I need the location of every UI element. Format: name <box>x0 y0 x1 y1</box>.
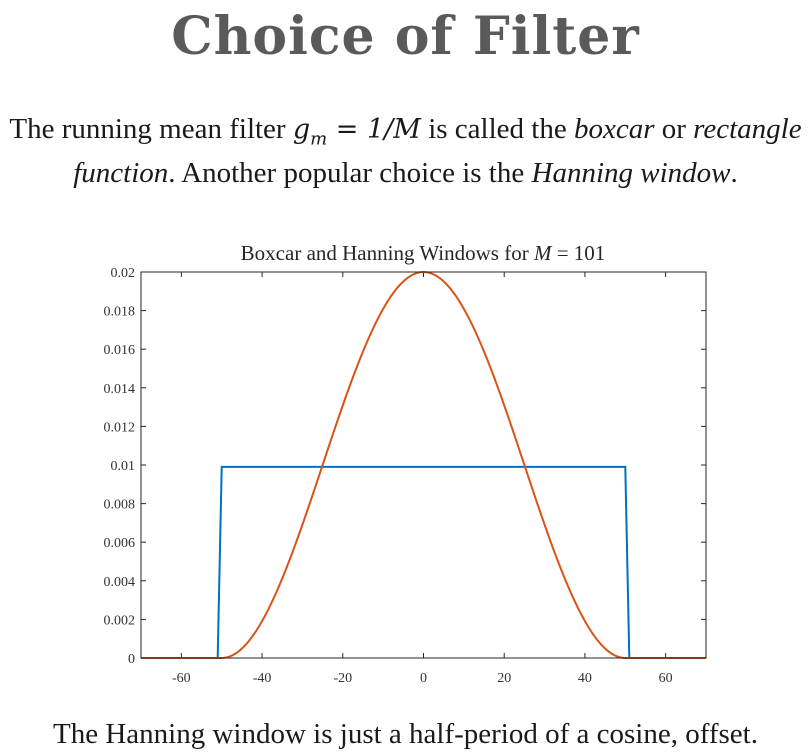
footer-text: The Hanning window is just a half-period… <box>53 718 758 750</box>
formula-rhs: = 1/M <box>327 114 421 145</box>
rectangle-function-term: rectangle function <box>73 113 802 190</box>
y-tick-label: 0.008 <box>104 498 136 513</box>
x-tick-label: -60 <box>172 671 191 686</box>
chart-title-prefix: Boxcar and Hanning Windows for <box>241 241 534 265</box>
chart-title: Boxcar and Hanning Windows for M = 101 <box>241 241 606 265</box>
intro-text-3: or <box>654 113 694 145</box>
x-tick-label: 0 <box>420 671 427 686</box>
hanning-series-line <box>141 270 706 659</box>
plot-frame <box>140 271 707 659</box>
x-tick-label: 20 <box>497 671 511 686</box>
y-tick-label: 0 <box>128 652 135 667</box>
intro-text-5: . <box>730 157 738 190</box>
chart-title-suffix: = 101 <box>551 241 605 265</box>
slide-title: Choice of Filter <box>171 6 640 67</box>
intro-paragraph: The running mean filter gm = 1/M is call… <box>8 112 803 191</box>
formula: gm = 1/M <box>292 114 421 149</box>
x-tick-label: 60 <box>659 671 673 686</box>
formula-lhs: g <box>292 114 311 145</box>
x-tick-label: 40 <box>578 671 592 686</box>
boxcar-series-line <box>141 465 706 659</box>
y-tick-label: 0.02 <box>111 266 136 281</box>
y-tick-label: 0.016 <box>104 343 136 358</box>
y-tick-label: 0.018 <box>104 305 136 320</box>
y-tick-label: 0.01 <box>111 459 136 474</box>
x-tick-label: -40 <box>253 671 272 686</box>
y-tick-label: 0.014 <box>104 382 136 397</box>
intro-text-2: is called the <box>420 113 574 145</box>
intro-text-4: . Another popular choice is the <box>168 157 532 190</box>
formula-subscript: m <box>310 128 328 150</box>
y-tick-label: 0.004 <box>104 575 136 590</box>
hanning-window-term: Hanning window <box>531 157 731 190</box>
axes: -60 -40 -20 0 20 40 60 0 0.002 0.004 0.006 0.008 0.0… <box>104 266 706 686</box>
series-lines <box>141 270 706 659</box>
chart-title-var: M <box>533 241 553 265</box>
intro-text-1: The running mean filter <box>9 113 293 145</box>
boxcar-term: boxcar <box>573 113 655 145</box>
y-tick-label: 0.006 <box>104 536 136 551</box>
windows-chart: Boxcar and Hanning Windows for M = 101 -… <box>104 241 707 686</box>
y-tick-label: 0.012 <box>104 420 136 435</box>
x-tick-label: -20 <box>333 671 352 686</box>
y-tick-label: 0.002 <box>104 613 136 628</box>
